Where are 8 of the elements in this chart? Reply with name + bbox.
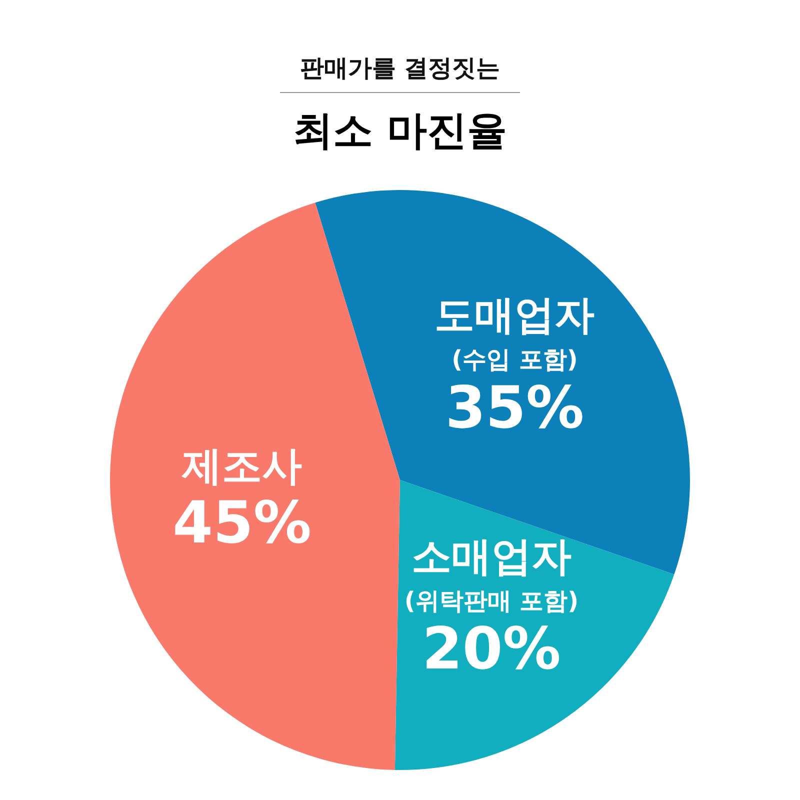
chart-title: 최소 마진율 — [292, 107, 508, 156]
chart-subtitle: 판매가를 결정짓는 — [298, 53, 502, 84]
data-label: 45% — [172, 488, 312, 556]
slice-label: 도매업자 (수입 포함) — [434, 292, 595, 374]
data-label: 35% — [445, 373, 584, 442]
data-label: 20% — [422, 614, 561, 683]
slice-label: 제조사 — [181, 444, 302, 490]
slice-label: 소매업자 (위탁판매 포함) — [404, 534, 579, 615]
